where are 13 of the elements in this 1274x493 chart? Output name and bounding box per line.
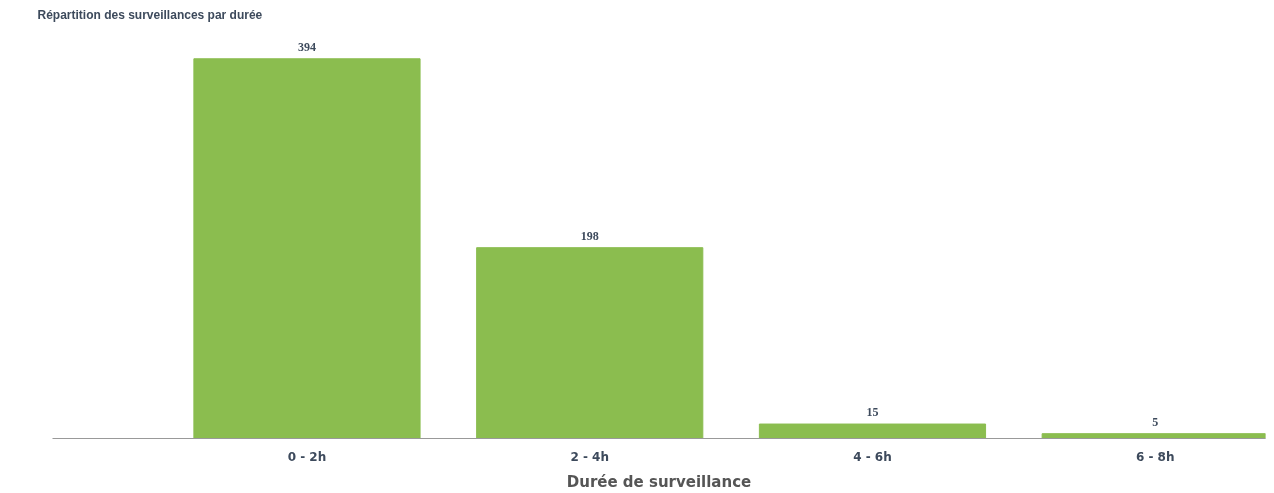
x-tick-label: 2 - 4h [570, 449, 610, 464]
data-label: 5 [1152, 414, 1159, 429]
data-label: 198 [580, 228, 599, 243]
data-label: 15 [866, 405, 879, 420]
x-tick-label: 6 - 8h [1135, 449, 1175, 464]
x-tick-label: 4 - 6h [853, 449, 892, 464]
x-tick-label: 0 - 2h [287, 449, 327, 464]
bar [193, 58, 421, 439]
bar [476, 247, 704, 439]
data-label: 394 [297, 39, 316, 54]
x-axis-title: Durée de surveillance [566, 472, 752, 491]
bar [758, 423, 987, 439]
chart-title: Répartition des surveillances par durée [37, 7, 263, 22]
